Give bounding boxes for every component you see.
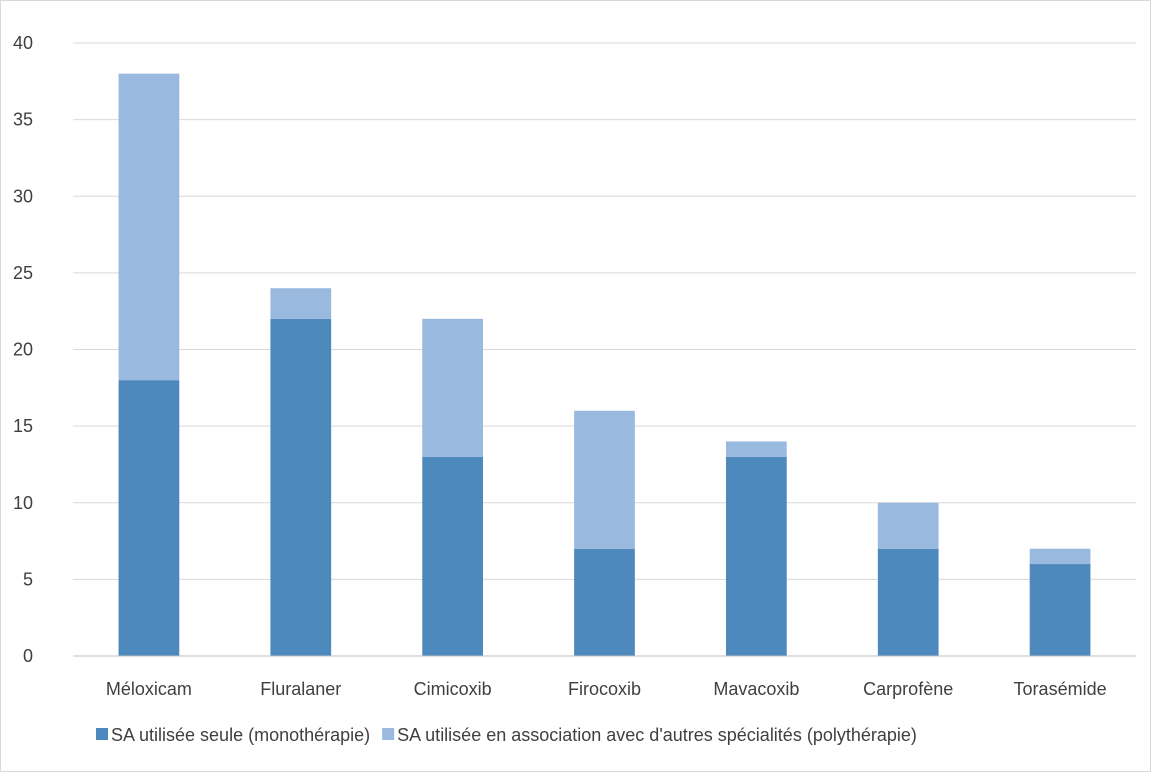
legend-swatch bbox=[96, 728, 108, 740]
bar-segment-monotherapie bbox=[574, 548, 635, 656]
x-tick-label: Cimicoxib bbox=[414, 679, 492, 699]
bar-segment-polytherapie bbox=[118, 73, 180, 381]
y-tick-label: 5 bbox=[23, 569, 33, 589]
legend-swatch bbox=[382, 728, 395, 740]
bar-segment-polytherapie bbox=[574, 410, 635, 549]
legend: SA utilisée seule (monothérapie) SA utili… bbox=[96, 725, 917, 745]
bar-segment-monotherapie bbox=[1029, 564, 1091, 656]
bars bbox=[118, 73, 1091, 656]
legend-label: SA utilisée seule (monothérapie) bbox=[111, 725, 370, 745]
bar-segment-polytherapie bbox=[1029, 548, 1091, 565]
x-tick-label: Mavacoxib bbox=[713, 679, 799, 699]
x-tick-label: Torasémide bbox=[1014, 679, 1107, 699]
y-tick-label: 25 bbox=[13, 263, 33, 283]
bar-segment-monotherapie bbox=[422, 456, 484, 656]
bar-segment-polytherapie bbox=[270, 288, 332, 319]
x-tick-label: Méloxicam bbox=[106, 679, 192, 699]
bar-segment-polytherapie bbox=[725, 441, 787, 457]
bar-segment-monotherapie bbox=[725, 456, 787, 656]
bar-segment-polytherapie bbox=[422, 318, 484, 457]
bar-segment-monotherapie bbox=[877, 548, 939, 656]
y-tick-label: 10 bbox=[13, 493, 33, 513]
y-tick-label: 30 bbox=[13, 186, 33, 206]
legend-label: SA utilisée en association avec d'autres… bbox=[397, 725, 917, 745]
bar-segment-monotherapie bbox=[118, 380, 180, 656]
bar-segment-polytherapie bbox=[877, 502, 939, 549]
x-axis-ticks: Méloxicam Fluralaner Cimicoxib Firocoxib Mav… bbox=[106, 679, 1107, 699]
x-tick-label: Fluralaner bbox=[260, 679, 341, 699]
y-tick-label: 0 bbox=[23, 646, 33, 666]
y-tick-label: 35 bbox=[13, 110, 33, 130]
y-axis-ticks: 0 5 10 15 20 25 30 35 40 bbox=[13, 33, 33, 666]
bar-segment-monotherapie bbox=[270, 318, 332, 656]
x-tick-label: Carprofène bbox=[863, 679, 953, 699]
y-tick-label: 20 bbox=[13, 340, 33, 360]
y-tick-label: 40 bbox=[13, 33, 33, 53]
y-tick-label: 15 bbox=[13, 416, 33, 436]
x-tick-label: Firocoxib bbox=[568, 679, 641, 699]
